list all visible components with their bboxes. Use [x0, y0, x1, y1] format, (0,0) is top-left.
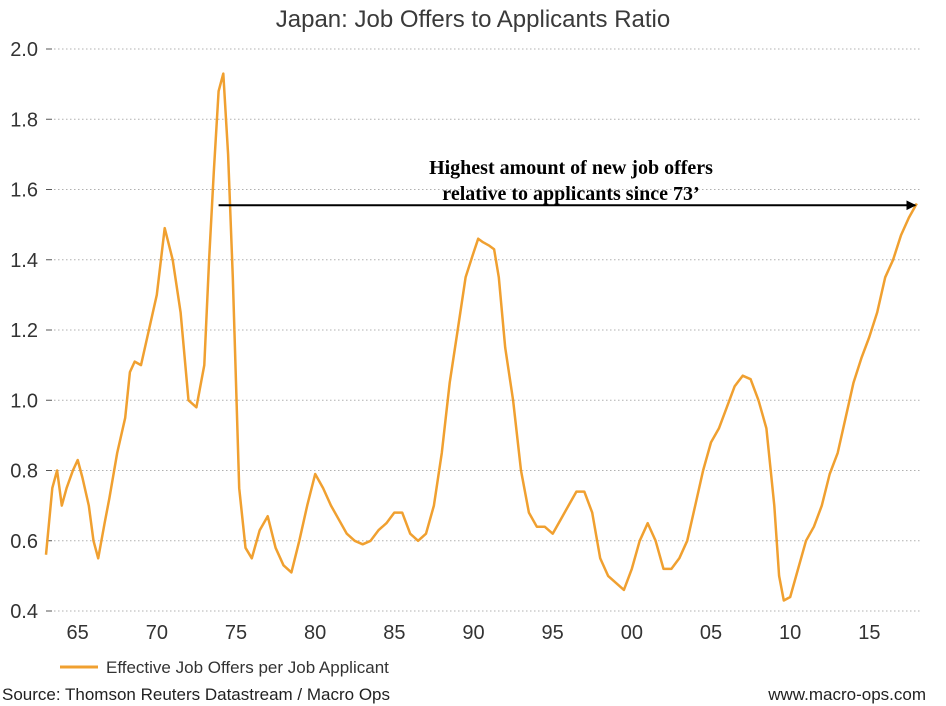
x-tick-label: 80	[304, 622, 326, 644]
series-line-job-offers-ratio	[44, 72, 918, 602]
chart-title: Japan: Job Offers to Applicants Ratio	[276, 6, 670, 33]
y-tick-label: 1.4	[10, 250, 38, 272]
y-tick-label: 0.8	[10, 461, 38, 483]
x-tick-label: 85	[383, 622, 405, 644]
y-tick-label: 1.8	[10, 109, 38, 131]
source-note: Source: Thomson Reuters Datastream / Mac…	[2, 685, 390, 704]
x-tick-label: 75	[225, 622, 247, 644]
y-tick-label: 1.0	[10, 390, 38, 412]
website-label: www.macro-ops.com	[767, 685, 926, 704]
x-tick-label: 05	[700, 622, 722, 644]
x-tick-label: 00	[621, 622, 643, 644]
x-tick-label: 70	[146, 622, 168, 644]
x-tick-label: 65	[67, 622, 89, 644]
y-tick-label: 0.6	[10, 531, 38, 553]
y-tick-label: 1.2	[10, 320, 38, 342]
annotation-text-line-2: relative to applicants since 73’	[442, 183, 699, 205]
x-tick-label: 10	[779, 622, 801, 644]
x-tick-label: 95	[542, 622, 564, 644]
y-tick-label: 1.6	[10, 180, 38, 202]
annotation-text-line-1: Highest amount of new job offers	[429, 157, 713, 179]
x-tick-label: 90	[462, 622, 484, 644]
x-tick-label: 15	[858, 622, 880, 644]
y-axis: 0.4 0.6 0.8 1.0 1.2 1.4 1.6 1.8 2.0	[10, 39, 52, 623]
grid-lines	[54, 48, 920, 612]
legend-label: Effective Job Offers per Job Applicant	[106, 658, 389, 677]
y-tick-label: 2.0	[10, 39, 38, 61]
x-axis: 65 70 75 80 85 90 95 00 05 10 15	[67, 622, 881, 644]
y-tick-label: 0.4	[10, 601, 38, 623]
